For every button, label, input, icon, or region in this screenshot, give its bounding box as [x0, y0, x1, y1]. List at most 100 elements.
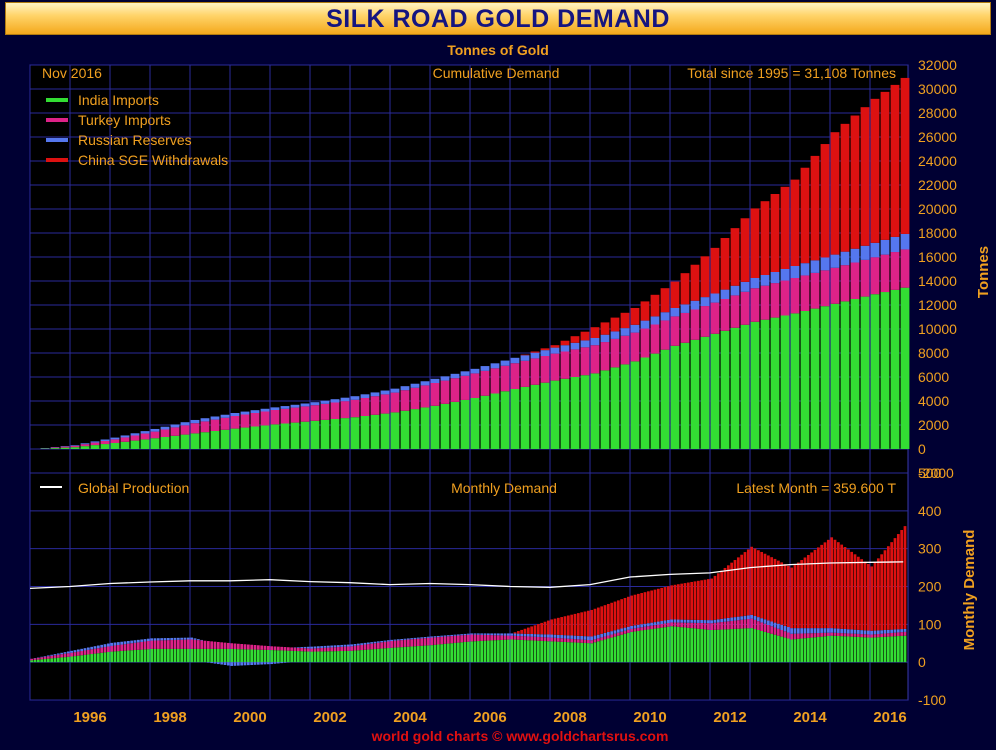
lower-india-bar-segment [300, 651, 304, 663]
upper-india-bar-segment [720, 330, 730, 449]
lower-russia-bar-segment [690, 619, 694, 623]
lower-india-bar-segment [280, 650, 284, 663]
lower-china-bar-segment [706, 579, 710, 621]
upper-india-bar-segment [900, 287, 910, 449]
upper-india-bar-segment [830, 303, 840, 449]
upper-russia-bar-segment [410, 383, 420, 388]
lower-turkey-bar-segment [733, 620, 737, 629]
lower-russia-bar-segment [633, 625, 637, 629]
x-tick-label: 2006 [473, 709, 506, 726]
lower-india-bar-segment [783, 637, 787, 663]
lower-india-bar-segment [486, 640, 490, 663]
lower-russia-bar-segment [616, 629, 620, 633]
lower-russia-bar-segment [736, 616, 740, 621]
lower-india-bar-segment [133, 650, 137, 663]
upper-russia-bar-segment [510, 357, 520, 364]
lower-india-bar-segment [820, 636, 824, 663]
lower-russia-bar-segment [460, 634, 464, 636]
lower-india-bar-segment [146, 649, 150, 663]
lower-russia-bar-segment [163, 638, 167, 641]
x-tick-label: 2002 [313, 709, 346, 726]
lower-turkey-bar-segment [103, 647, 107, 653]
lower-turkey-bar-segment [676, 622, 680, 627]
lower-india-bar-segment [853, 636, 857, 663]
lower-turkey-bar-segment [566, 638, 570, 643]
lower-india-bar-segment [33, 659, 37, 663]
lower-russia-bar-segment [473, 633, 477, 635]
lower-india-bar-segment [670, 626, 674, 663]
lower-turkey-bar-segment [166, 640, 170, 649]
upper-india-bar-segment [210, 431, 220, 449]
upper-china-bar-segment [560, 340, 570, 346]
lower-russia-bar-segment [870, 630, 874, 635]
lower-turkey-bar-segment [390, 640, 394, 648]
lower-turkey-bar-segment [510, 635, 514, 640]
lower-china-bar-segment [733, 560, 737, 618]
lower-china-bar-segment [623, 597, 627, 628]
lower-turkey-bar-segment [283, 647, 287, 651]
lower-india-bar-segment [60, 657, 64, 663]
lower-russia-bar-segment [303, 646, 307, 649]
lower-turkey-bar-segment [86, 649, 90, 655]
lower-india-bar-segment [390, 647, 394, 663]
lower-india-bar-segment [66, 656, 70, 663]
lower-turkey-bar-segment [730, 620, 734, 630]
lower-turkey-bar-segment [180, 639, 184, 649]
lower-india-bar-segment [136, 649, 140, 663]
lower-india-bar-segment [306, 651, 310, 663]
lower-russia-bar-segment [796, 628, 800, 634]
upper-india-bar-segment [670, 345, 680, 449]
upper-turkey-bar-segment [110, 439, 120, 443]
lower-india-bar-segment [610, 637, 614, 663]
lower-russia-bar-segment [850, 629, 854, 634]
lower-turkey-bar-segment [213, 641, 217, 649]
lower-india-bar-segment [766, 632, 770, 663]
lower-china-bar-segment [730, 562, 734, 618]
lower-russia-bar-segment [80, 648, 84, 652]
lower-turkey-bar-segment [130, 643, 134, 651]
lower-india-bar-segment [900, 635, 904, 663]
lower-russia-bar-segment [570, 635, 574, 639]
upper-india-bar-segment [610, 367, 620, 449]
upper-russia-bar-segment [220, 414, 230, 418]
lower-india-bar-segment [786, 638, 790, 663]
lower-russia-bar-segment [526, 633, 530, 637]
upper-turkey-bar-segment [400, 390, 410, 411]
lower-china-bar-segment [800, 560, 804, 629]
lower-india-bar-segment [356, 650, 360, 663]
lower-china-bar-segment [590, 609, 594, 637]
upper-india-bar-segment [310, 420, 320, 449]
upper-india-bar-segment [370, 414, 380, 449]
upper-turkey-bar-segment [430, 383, 440, 406]
lower-turkey-bar-segment [653, 625, 657, 629]
lower-russia-bar-segment [890, 629, 894, 633]
lower-russia-bar-segment [416, 637, 420, 639]
upper-russia-bar-segment [850, 248, 860, 263]
upper-india-bar-segment [490, 393, 500, 449]
lower-india-bar-segment [163, 648, 167, 663]
lower-turkey-bar-segment [260, 645, 264, 650]
upper-y-tick-label: 0 [918, 441, 926, 457]
lower-russia-bar-segment [456, 634, 460, 636]
lower-india-bar-segment [40, 659, 44, 663]
upper-russia-bar-segment [800, 263, 810, 276]
lower-russia-bar-segment [593, 635, 597, 640]
upper-india-bar-segment [870, 294, 880, 449]
lower-turkey-bar-segment [716, 622, 720, 630]
lower-russia-bar-segment [353, 644, 357, 646]
upper-china-bar-segment [650, 294, 660, 317]
upper-russia-bar-segment [340, 397, 350, 402]
lower-turkey-bar-segment [353, 645, 357, 651]
upper-india-bar-segment [730, 327, 740, 449]
upper-russia-bar-segment [710, 293, 720, 303]
upper-y-tick-label: 12000 [918, 297, 957, 313]
lower-russia-bar-segment [596, 634, 600, 639]
upper-russia-bar-segment [290, 404, 300, 408]
lower-india-bar-segment [240, 649, 244, 663]
lower-china-bar-segment [516, 631, 520, 634]
lower-y-tick-label: 300 [918, 541, 942, 557]
lower-turkey-bar-segment [823, 632, 827, 637]
lower-china-bar-segment [770, 557, 774, 622]
upper-india-bar-segment [820, 306, 830, 449]
lower-turkey-bar-segment [30, 658, 34, 661]
